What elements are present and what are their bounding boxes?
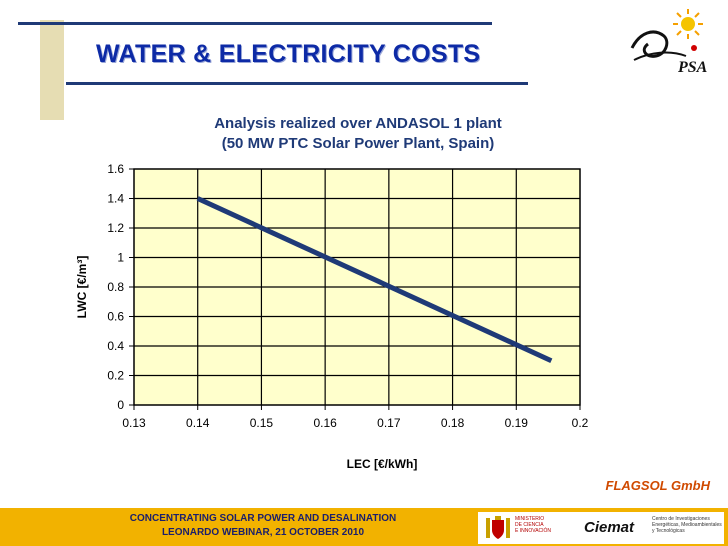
ministry-line1: MINISTERIO xyxy=(515,516,545,522)
y-tick-label: 1.6 xyxy=(107,162,124,176)
x-tick-label: 0.13 xyxy=(122,416,146,430)
y-tick-label: 0.6 xyxy=(107,310,124,324)
y-axis-ticks: 0 0.2 0.4 0.6 0.8 1 1.2 1.4 1.6 xyxy=(107,162,134,412)
y-tick-label: 0 xyxy=(117,398,124,412)
y-tick-label: 1.4 xyxy=(107,192,124,206)
chart-title-line1: Analysis realized over ANDASOL 1 plant xyxy=(214,115,502,132)
x-tick-label: 0.14 xyxy=(186,416,210,430)
y-axis-label: LWC [€/m³] xyxy=(75,256,89,319)
y-tick-label: 1.2 xyxy=(107,221,124,235)
y-tick-label: 0.4 xyxy=(107,339,124,353)
ministry-line2: DE CIENCIA xyxy=(515,522,544,528)
x-tick-label: 0.2 xyxy=(572,416,589,430)
footer-line1: CONCENTRATING SOLAR POWER AND DESALINATI… xyxy=(129,513,397,524)
series-line-0 xyxy=(196,196,553,364)
sun-icon xyxy=(673,9,703,39)
psa-logo-text: PSA xyxy=(677,59,708,76)
ciemat-line2: Energéticas, Medioambientales xyxy=(652,522,722,528)
footer-text: CONCENTRATING SOLAR POWER AND DESALINATI… xyxy=(118,512,408,540)
decorative-top-line xyxy=(18,22,492,25)
series-group xyxy=(196,196,553,364)
spain-crest-icon xyxy=(486,516,510,539)
x-tick-label: 0.19 xyxy=(505,416,529,430)
y-tick-label: 1 xyxy=(117,251,124,265)
ciemat-description: Centro de Investigaciones Energéticas, M… xyxy=(652,516,722,534)
ciemat-line3: y Tecnológicas xyxy=(652,528,685,534)
ministry-label: MINISTERIO DE CIENCIA E INNOVACIÓN xyxy=(515,516,551,534)
source-credit: FLAGSOL GmbH xyxy=(605,478,710,493)
footer-line2: LEONARDO WEBINAR, 21 OCTOBER 2010 xyxy=(161,527,365,538)
decorative-bar xyxy=(40,20,64,120)
ministry-line3: E INNOVACIÓN xyxy=(515,528,552,534)
x-axis-label: LEC [€/kWh] xyxy=(347,457,418,471)
x-axis-ticks: 0.13 0.14 0.15 0.16 0.17 0.18 0.19 0.2 xyxy=(122,405,589,430)
slide-title: WATER & ELECTRICITY COSTS xyxy=(96,40,481,68)
footer-logo-strip xyxy=(478,512,724,544)
x-tick-label: 0.16 xyxy=(313,416,337,430)
ciemat-line1: Centro de Investigaciones xyxy=(652,516,710,522)
y-tick-label: 0.8 xyxy=(107,280,124,294)
decorative-title-underline xyxy=(66,82,528,85)
grid-lines xyxy=(134,169,580,405)
x-tick-label: 0.17 xyxy=(377,416,401,430)
chart-title-line2: (50 MW PTC Solar Power Plant, Spain) xyxy=(222,135,495,152)
y-tick-label: 0.2 xyxy=(107,369,124,383)
x-tick-label: 0.18 xyxy=(441,416,465,430)
ciemat-logo-text: Ciemat xyxy=(584,519,635,536)
water-cost-chart: Analysis realized over ANDASOL 1 plant (… xyxy=(75,115,589,471)
x-tick-label: 0.15 xyxy=(250,416,274,430)
chart-panel: Analysis realized over ANDASOL 1 plant (… xyxy=(66,106,592,480)
psa-logo: PSA xyxy=(630,9,708,76)
